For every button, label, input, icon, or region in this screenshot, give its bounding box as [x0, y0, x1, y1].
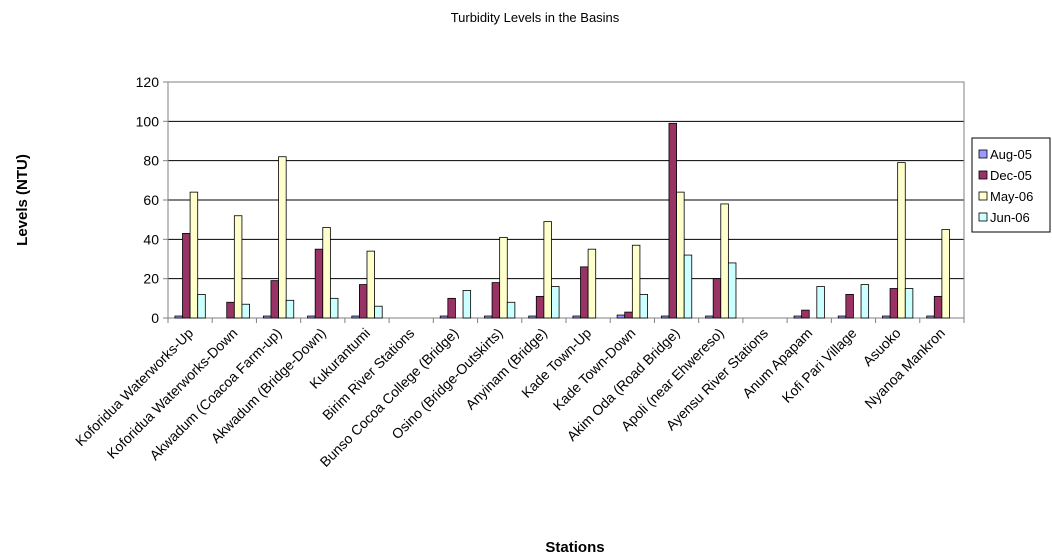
gridlines: [168, 120, 964, 280]
bar-aug-05-2: [262, 315, 272, 319]
bar-dec-05-3: [314, 248, 324, 319]
bar-aug-05-15: [837, 315, 847, 319]
bar-may-06-17: [941, 229, 950, 319]
bar-may-06-4: [366, 250, 375, 319]
bar-aug-05-11: [660, 315, 670, 319]
bar-jun-06-10: [639, 293, 648, 319]
bar-jun-06-6: [462, 290, 472, 319]
y-axis-title: Levels (NTU): [14, 154, 31, 246]
y-tick-label: 100: [136, 113, 160, 129]
bar-jun-06-2: [285, 299, 295, 319]
bar-dec-05-14: [801, 309, 810, 319]
legend: Aug-05 Dec-05 May-06 Jun-06: [971, 137, 1051, 233]
bar-jun-06-3: [329, 297, 339, 319]
bar-dec-05-8: [535, 295, 545, 319]
bar-may-06-1: [233, 215, 243, 319]
legend-swatch-aug-05: [978, 149, 988, 159]
x-tick-label: Kade Town-Down: [550, 325, 639, 414]
bar-dec-05-16: [889, 288, 899, 319]
bar-aug-05-3: [307, 315, 316, 319]
bar-dec-05-10: [624, 311, 633, 319]
y-tick-label: 120: [136, 74, 160, 90]
bar-may-06-0: [189, 191, 199, 319]
bar-aug-05-8: [528, 315, 537, 319]
bar-jun-06-11: [683, 254, 693, 319]
legend-swatch-may-06: [978, 191, 988, 201]
legend-label-may-06: May-06: [990, 189, 1033, 204]
bar-jun-06-16: [904, 288, 914, 319]
legend-label-aug-05: Aug-05: [990, 147, 1032, 162]
bar-jun-06-12: [727, 262, 737, 319]
bar-may-06-16: [897, 162, 906, 319]
bar-aug-05-10: [616, 314, 626, 319]
bar-aug-05-14: [793, 315, 803, 319]
bar-may-06-8: [543, 221, 552, 319]
bar-jun-06-0: [197, 293, 206, 319]
bar-dec-05-6: [447, 297, 456, 319]
chart-title: Turbidity Levels in the Basins: [451, 10, 620, 25]
bar-aug-05-4: [351, 315, 360, 319]
bar-dec-05-9: [580, 266, 589, 319]
bar-aug-05-12: [705, 315, 714, 319]
bar-may-06-2: [278, 156, 287, 319]
bar-aug-05-16: [882, 315, 891, 319]
bar-aug-05-17: [926, 315, 935, 319]
x-tick-label: Nyanoa Mankron: [861, 325, 948, 412]
bar-may-06-9: [587, 248, 597, 319]
bar-may-06-3: [322, 227, 331, 319]
bar-dec-05-11: [668, 122, 677, 319]
y-tick-label: 20: [143, 271, 159, 287]
bar-dec-05-1: [226, 301, 235, 319]
y-tick-label: 60: [143, 192, 159, 208]
legend-label-jun-06: Jun-06: [990, 210, 1030, 225]
bar-jun-06-15: [860, 284, 870, 319]
bar-dec-05-0: [182, 233, 191, 319]
legend-label-dec-05: Dec-05: [990, 168, 1032, 183]
y-tick-label: 40: [143, 231, 159, 247]
x-tick-label: Asuoko: [859, 325, 903, 369]
bar-may-06-11: [676, 191, 685, 319]
bar-dec-05-15: [845, 293, 854, 319]
legend-swatch-dec-05: [978, 170, 988, 180]
legend-swatch-jun-06: [978, 212, 988, 222]
bar-dec-05-17: [933, 295, 943, 319]
bar-dec-05-12: [712, 278, 722, 319]
bar-jun-06-8: [551, 286, 560, 319]
bar-may-06-7: [499, 236, 508, 319]
bar-aug-05-6: [439, 315, 449, 319]
bar-jun-06-1: [241, 303, 250, 319]
bar-dec-05-7: [491, 282, 501, 319]
y-tick-label: 80: [143, 153, 159, 169]
y-axis-ticks: 0 20 40 60 80 100 120: [136, 74, 168, 326]
bar-may-06-10: [631, 244, 641, 319]
bar-jun-06-7: [506, 301, 516, 319]
bar-aug-05-0: [174, 315, 183, 319]
y-tick-label: 0: [151, 310, 159, 326]
bar-may-06-12: [720, 203, 729, 319]
x-axis-title: Stations: [545, 539, 604, 556]
bar-dec-05-4: [358, 284, 368, 319]
bar-aug-05-9: [572, 315, 581, 319]
bar-jun-06-14: [816, 286, 825, 319]
x-tick-label: Anyinam (Bridge): [462, 325, 550, 413]
bar-dec-05-2: [270, 280, 279, 319]
bar-jun-06-4: [374, 305, 383, 319]
bar-aug-05-7: [484, 315, 493, 319]
bars: [174, 122, 950, 319]
